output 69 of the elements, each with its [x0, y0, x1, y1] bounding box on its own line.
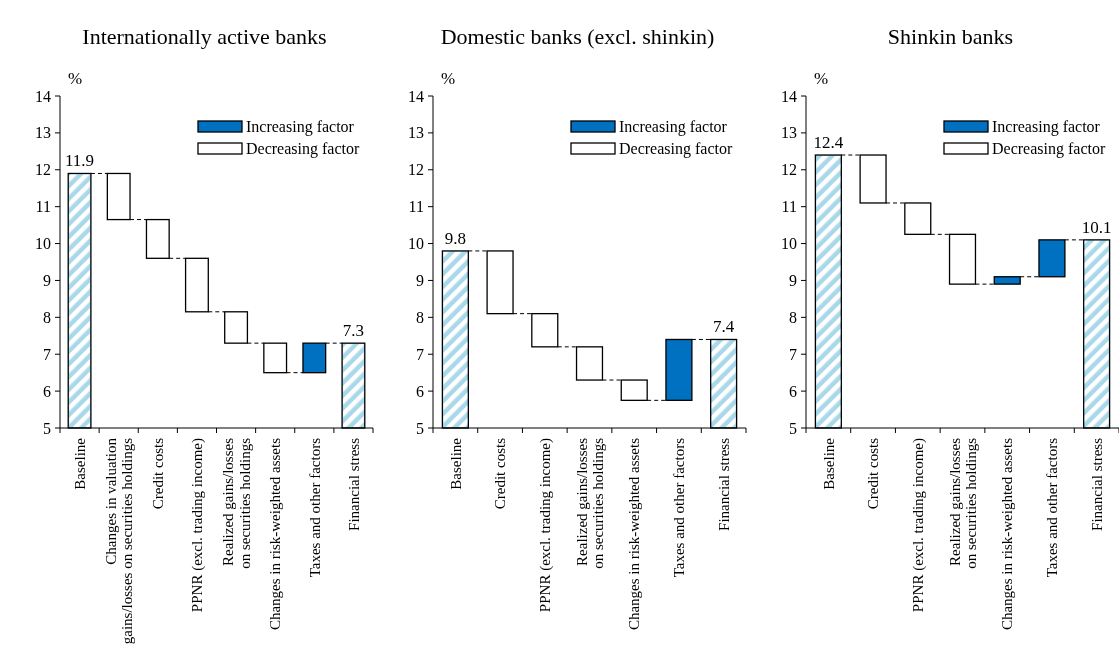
y-tick-label: 12	[35, 161, 51, 179]
y-tick-label: 14	[781, 87, 797, 105]
y-tick-label: 14	[408, 87, 424, 105]
y-tick-label: 8	[789, 308, 797, 326]
y-tick-label: 7	[43, 345, 51, 363]
legend-label: Decreasing factor	[992, 139, 1106, 158]
x-tick-label: Changes in risk-weighted assets	[267, 437, 284, 631]
x-tick-label: Taxes and other factors	[1044, 437, 1061, 578]
chart-title: Shinkin banks	[887, 24, 1014, 49]
data-label: 7.3	[342, 321, 365, 341]
y-tick-label: 11	[35, 198, 51, 216]
y-tick-label: 7	[416, 345, 424, 363]
y-tick-label: 12	[408, 161, 424, 179]
x-tick-label: Baseline	[447, 437, 464, 490]
data-label: 11.9	[65, 151, 95, 171]
legend-label: Increasing factor	[246, 117, 355, 136]
x-tick-label: Changes in risk-weighted assets	[626, 437, 643, 631]
y-tick-label: 5	[416, 419, 424, 437]
x-tick-label: Baseline	[71, 437, 88, 490]
y-tick-label: 5	[789, 419, 797, 437]
y-tick-label: 10	[35, 235, 51, 253]
x-tick-label: Realized gains/losses on securities holdings	[573, 437, 606, 569]
x-tick-label: Changes in valuation gains/losses on securities holdings	[102, 437, 136, 645]
x-tick-label: Credit costs	[150, 437, 167, 510]
y-tick-label: 9	[789, 272, 797, 290]
y-tick-label: 8	[43, 308, 51, 326]
chart-title: Internationally active banks	[82, 24, 327, 49]
x-tick-label: Changes in risk-weighted assets	[999, 437, 1016, 631]
y-tick-label: 9	[43, 272, 51, 290]
legend-label: Decreasing factor	[246, 139, 360, 158]
y-tick-label: 10	[408, 235, 424, 253]
y-tick-label: 6	[789, 382, 797, 400]
y-tick-label: 12	[781, 161, 797, 179]
x-tick-label: Credit costs	[492, 437, 509, 510]
y-tick-label: 6	[416, 382, 424, 400]
x-tick-label: Taxes and other factors	[671, 437, 688, 578]
y-tick-label: 8	[416, 308, 424, 326]
chart-title: Domestic banks (excl. shinkin)	[440, 24, 715, 49]
x-tick-label: Credit costs	[865, 437, 882, 510]
y-tick-label: 13	[408, 124, 424, 142]
x-tick-label: Financial stress	[1088, 437, 1105, 531]
data-label: 7.4	[713, 317, 735, 337]
data-label: 10.1	[1081, 217, 1112, 237]
y-axis-title: %	[441, 69, 456, 88]
x-tick-label: PPNR (excl. trading income)	[537, 438, 555, 613]
y-tick-label: 11	[408, 198, 424, 216]
x-tick-label: Financial stress	[345, 437, 362, 531]
y-tick-label: 11	[781, 198, 797, 216]
legend-label: Increasing factor	[992, 117, 1101, 136]
y-tick-label: 13	[781, 124, 797, 142]
x-tick-label: Realized gains/losses on securities holdings	[946, 437, 979, 569]
y-tick-label: 10	[781, 235, 797, 253]
x-tick-label: Financial stress	[715, 437, 732, 531]
y-tick-label: 14	[35, 87, 51, 105]
x-tick-label: Taxes and other factors	[306, 437, 323, 578]
y-tick-label: 5	[43, 419, 51, 437]
x-tick-label: Baseline	[820, 437, 837, 490]
y-axis-title: %	[814, 69, 829, 88]
y-axis-title: %	[68, 69, 83, 88]
legend-label: Increasing factor	[619, 117, 728, 136]
y-tick-label: 6	[43, 382, 51, 400]
legend-label: Decreasing factor	[619, 139, 733, 158]
y-tick-label: 7	[789, 345, 797, 363]
y-tick-label: 9	[416, 272, 424, 290]
data-label: 9.8	[444, 228, 466, 248]
x-tick-label: PPNR (excl. trading income)	[189, 438, 207, 613]
y-tick-label: 13	[35, 124, 51, 142]
x-tick-label: PPNR (excl. trading income)	[910, 438, 928, 613]
data-label: 12.4	[813, 133, 844, 153]
